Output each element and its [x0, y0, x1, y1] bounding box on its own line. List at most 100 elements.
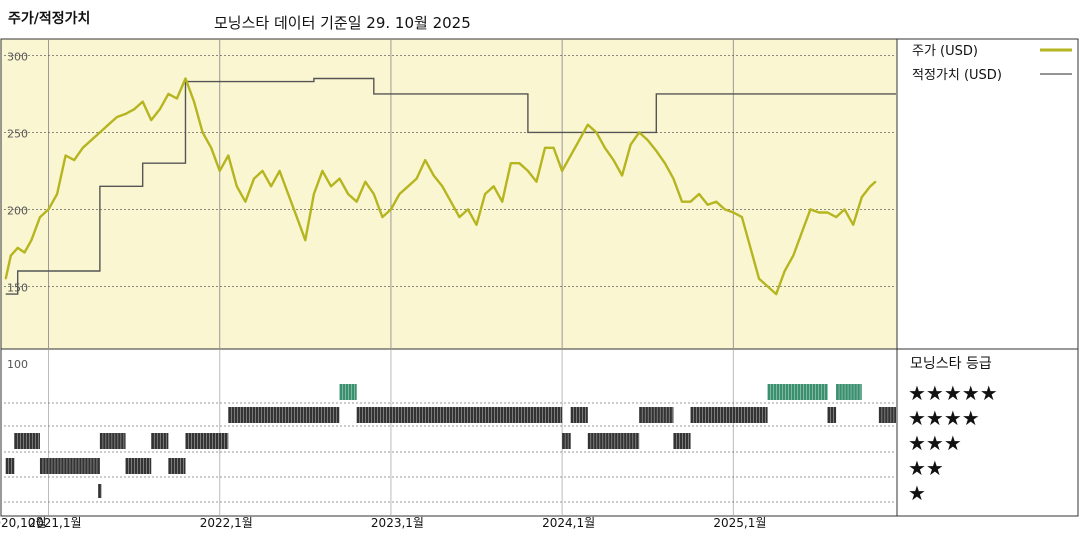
price-point: [150, 119, 152, 121]
price-point: [535, 180, 538, 183]
rating-bar: [836, 384, 862, 400]
rating-bar: [827, 407, 837, 423]
rating-legend-1star: ★: [908, 481, 926, 505]
price-point: [124, 113, 127, 115]
price-point: [159, 108, 161, 111]
fair-value-line: [5, 77, 896, 295]
price-point: [826, 211, 829, 214]
price-point: [4, 277, 7, 280]
rating-legend-2star: ★★: [908, 456, 944, 480]
price-point: [415, 177, 418, 180]
price-point: [441, 185, 444, 188]
rating-bar: [673, 433, 691, 449]
price-point: [741, 216, 743, 218]
rating-legend-title: 모닝스타 등급: [910, 356, 992, 372]
price-point: [73, 159, 75, 161]
price-point: [835, 216, 837, 218]
price-point: [809, 208, 812, 211]
chart-title: 주가/적정가치: [8, 11, 91, 27]
x-tick-label: 2022,1월: [200, 516, 253, 530]
price-point: [296, 216, 298, 218]
price-point: [184, 77, 187, 80]
price-point: [852, 224, 854, 226]
price-point: [56, 193, 58, 195]
price-point: [270, 185, 272, 188]
price-point: [458, 216, 461, 218]
price-point: [347, 193, 349, 195]
rating-bar: [151, 433, 169, 449]
price-point: [398, 193, 401, 195]
price-point: [90, 139, 93, 141]
price-point: [861, 196, 863, 198]
y-tick-label: 250: [7, 127, 28, 140]
price-point: [801, 231, 803, 234]
price-point: [706, 204, 709, 206]
price-point: [218, 170, 221, 172]
price-point: [510, 162, 512, 164]
price-point: [330, 185, 332, 188]
price-point: [244, 200, 247, 203]
rating-bar: [570, 407, 588, 423]
legend-panel-top: [896, 38, 1079, 350]
rating-legend-5star: ★★★★★: [908, 381, 998, 405]
price-point: [287, 193, 290, 195]
price-point: [381, 216, 384, 218]
price-point: [518, 162, 521, 164]
price-point: [30, 239, 33, 241]
price-point: [364, 180, 367, 183]
price-point: [595, 131, 598, 134]
rating-bar: [14, 433, 40, 449]
price-point: [492, 185, 495, 188]
price-point: [749, 247, 752, 249]
price-point: [210, 147, 212, 149]
rating-y-tick-label: 100: [7, 358, 28, 371]
price-point: [724, 208, 726, 211]
rating-bar: [339, 384, 357, 400]
chart-subtitle: 모닝스타 데이터 기준일 29. 10월 2025: [214, 14, 471, 32]
price-point: [621, 174, 623, 177]
y-tick-label: 150: [7, 281, 28, 294]
price-point: [107, 123, 110, 126]
price-point: [261, 170, 264, 172]
price-point: [638, 131, 640, 134]
rating-bar: [99, 433, 126, 449]
price-point: [201, 131, 204, 134]
price-point: [544, 147, 546, 149]
rating-bar: [562, 433, 571, 449]
x-tick-label: 2025,1월: [713, 516, 766, 530]
price-point: [467, 208, 469, 211]
y-tick-label: 200: [7, 204, 28, 217]
rating-bar: [125, 458, 152, 474]
price-point: [874, 180, 877, 183]
price-point: [766, 285, 769, 288]
price-point: [501, 200, 504, 203]
rating-legend-3star: ★★★: [908, 431, 962, 455]
price-point: [698, 193, 700, 195]
price-point: [321, 170, 324, 172]
price-point: [407, 185, 409, 188]
price-point: [99, 131, 101, 134]
rating-bar: [98, 484, 102, 498]
legend-price-label: 주가 (USD): [912, 44, 978, 59]
price-point: [39, 216, 41, 218]
price-point: [629, 143, 632, 146]
rating-bar: [587, 433, 640, 449]
price-point: [484, 193, 486, 195]
price-point: [792, 254, 795, 257]
rating-bar: [690, 407, 768, 423]
legend-fair-value-label: 적정가치 (USD): [912, 68, 1002, 83]
price-point: [843, 208, 846, 211]
rating-bar: [5, 458, 15, 474]
price-point: [612, 159, 615, 161]
price-point: [23, 251, 26, 254]
price-point: [578, 139, 581, 141]
rating-legend-4star: ★★★★: [908, 406, 980, 430]
rating-bar: [639, 407, 674, 423]
rating-bar: [168, 458, 186, 474]
price-point: [604, 147, 606, 149]
price-point: [193, 100, 195, 103]
price-point: [818, 211, 820, 214]
price-point: [390, 208, 392, 211]
